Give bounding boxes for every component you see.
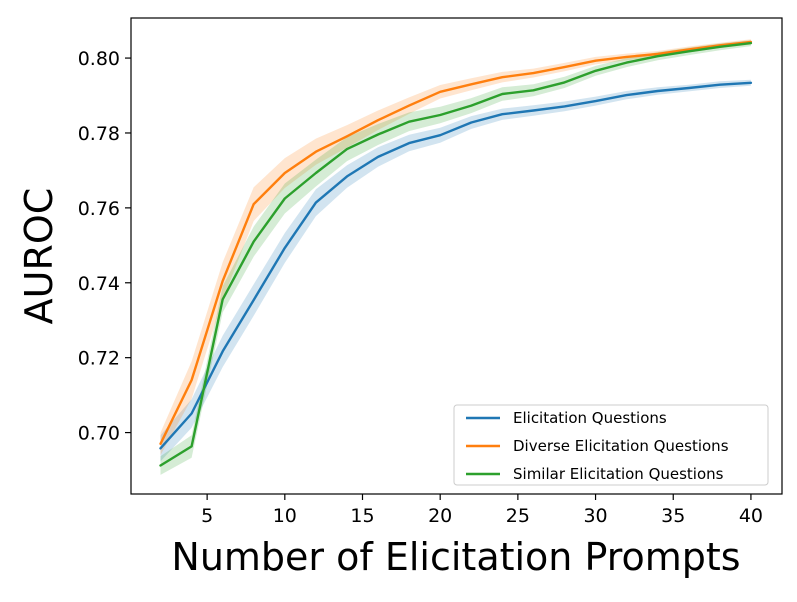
legend-entries: Elicitation Questions Diverse Elicitation… (466, 409, 729, 483)
y-tick-label: 0.72 (78, 348, 120, 370)
x-tick-label: 20 (428, 505, 452, 527)
legend-label-2: Similar Elicitation Questions (513, 465, 724, 483)
series-line-2 (159, 41, 753, 467)
y-axis-label: AUROC (17, 188, 61, 325)
y-tick-label: 0.74 (78, 273, 120, 295)
x-tick-label: 25 (506, 505, 530, 527)
series-line-0 (159, 81, 753, 450)
x-tick-label: 40 (739, 505, 763, 527)
series-line-1 (159, 40, 753, 445)
x-axis-label: Number of Elicitation Prompts (171, 535, 740, 579)
legend-label-0: Elicitation Questions (513, 409, 667, 427)
y-axis-ticks: 0.70 0.72 0.74 0.76 0.78 0.80 (78, 48, 131, 445)
legend-box (453, 404, 769, 486)
y-tick-label: 0.76 (78, 198, 120, 220)
x-tick-label: 15 (350, 505, 374, 527)
confidence-bands (160, 39, 751, 475)
confidence-band-0 (160, 79, 751, 462)
y-tick-label: 0.78 (78, 123, 120, 145)
series-lines (159, 40, 753, 467)
x-tick-label: 5 (201, 505, 213, 527)
y-tick-label: 0.80 (78, 48, 120, 70)
x-tick-label: 30 (583, 505, 607, 527)
x-tick-label: 10 (273, 505, 297, 527)
legend-label-1: Diverse Elicitation Questions (513, 437, 729, 455)
x-axis-ticks: 5 10 15 20 25 30 35 40 (201, 494, 763, 527)
plot-frame (130, 17, 783, 495)
y-tick-label: 0.70 (78, 423, 120, 445)
x-tick-label: 35 (661, 505, 685, 527)
legend: Elicitation Questions Diverse Elicitation… (453, 404, 769, 486)
